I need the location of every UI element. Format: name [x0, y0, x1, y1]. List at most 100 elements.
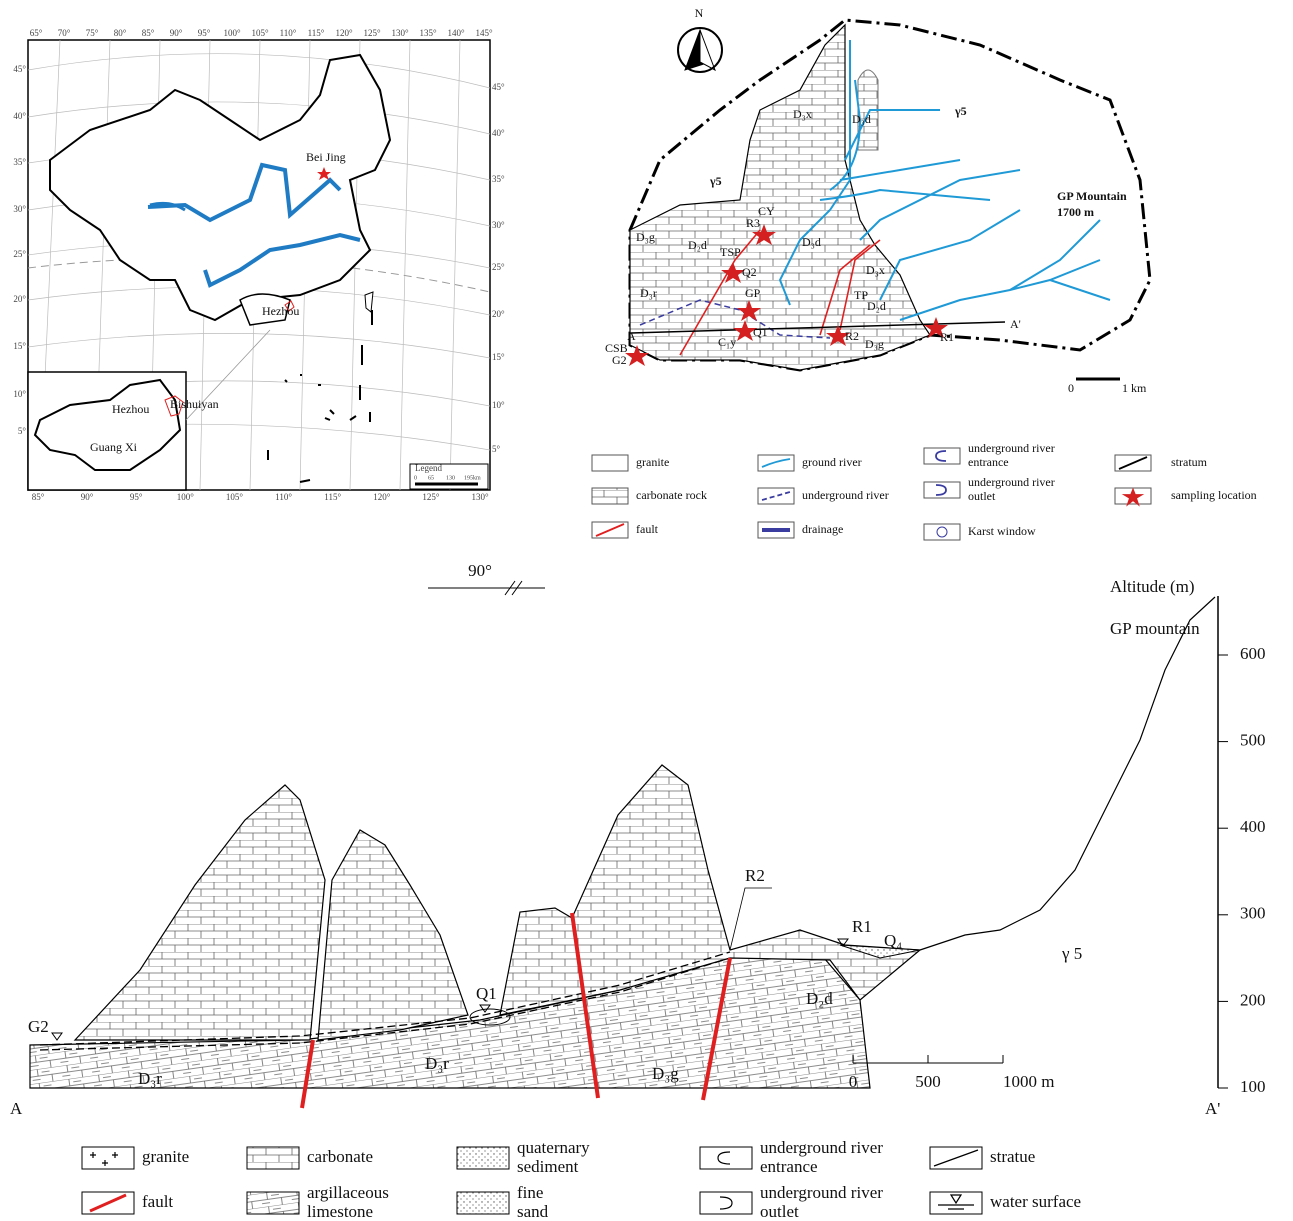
legend-label: Karst window [968, 524, 1036, 538]
lat-label: 15° [492, 352, 505, 362]
section-label: D₃r [138, 1069, 162, 1088]
place-label: Bishuiyan [170, 397, 219, 411]
place-label: Bei Jing [306, 150, 346, 164]
altitude-ticks: 600500400300200100 [1218, 644, 1266, 1096]
legend-swatch [82, 1147, 134, 1169]
lon-label: 80° [114, 28, 127, 38]
tick-label: 400 [1240, 817, 1266, 836]
carbonate-peak [75, 785, 325, 1040]
legend-label: stratue [990, 1147, 1035, 1166]
section-end: A [10, 1099, 23, 1118]
tick-label: 200 [1240, 990, 1266, 1009]
legend-label: granite [142, 1147, 189, 1166]
map-label: R2 [845, 329, 859, 343]
map-label: C₁y [718, 335, 736, 349]
map-label: CY [758, 204, 775, 218]
lon-label: 130° [391, 28, 409, 38]
cross-section: 90° 0 500 1000 m A A' Altitude (m) GP mo… [10, 561, 1220, 1118]
legend-swatch [247, 1147, 299, 1169]
map-label: GP [745, 286, 761, 300]
scale-label: 0 [414, 475, 417, 481]
lon-label: 110° [275, 492, 292, 502]
legend-label: carbonate [307, 1147, 373, 1166]
north-label: N [695, 6, 704, 20]
map-label: γ5 [709, 174, 722, 188]
lon-label: 90° [170, 28, 183, 38]
legend-swatch [592, 455, 628, 471]
map-label: D₃d [802, 235, 821, 249]
tick-label: 500 [1240, 731, 1266, 750]
tick-label: 100 [1240, 1077, 1266, 1096]
lon-label: 100° [177, 492, 195, 502]
cross-section-legend: granitefaultcarbonateargillaceouslimesto… [82, 1138, 1081, 1221]
lon-label: 140° [447, 28, 465, 38]
lon-label: 145° [475, 28, 493, 38]
legend-label: water surface [990, 1192, 1081, 1211]
section-label: D₃r [425, 1054, 449, 1073]
page: Legend 0 65 130 195km Bei Jing Hezhou He… [0, 0, 1293, 1221]
lon-label: 135° [419, 28, 437, 38]
lat-label: 10° [492, 400, 505, 410]
lat-label: 25° [13, 249, 26, 259]
section-end: A' [1205, 1099, 1220, 1118]
scale-label: 1 km [1122, 381, 1147, 395]
lat-label: 15° [13, 341, 26, 351]
legend-label: carbonate rock [636, 488, 707, 502]
lon-label: 75° [86, 28, 99, 38]
map-label: D₃g [865, 337, 884, 351]
lat-label: 40° [13, 111, 26, 121]
map-label: R1 [940, 330, 954, 344]
axis-title: Altitude (m) [1110, 577, 1195, 596]
legend-swatch [924, 482, 960, 498]
lon-label: 125° [363, 28, 381, 38]
lat-label: 20° [492, 309, 505, 319]
lon-label: 100° [223, 28, 241, 38]
section-label: R1 [852, 917, 872, 936]
place-label: Guang Xi [90, 440, 138, 454]
tick-label: 600 [1240, 644, 1266, 663]
section-label: R2 [745, 866, 765, 885]
lat-label: 5° [492, 444, 501, 454]
lat-label: 10° [13, 389, 26, 399]
map-label: D₂d [867, 299, 886, 313]
scale-label: 0 [849, 1072, 858, 1091]
map-label: Q2 [742, 265, 757, 279]
map-label: G2 [612, 353, 627, 367]
lat-label: 40° [492, 128, 505, 138]
map-label: D₃x [866, 263, 885, 277]
scale-label: 65 [428, 475, 434, 481]
legend-label: granite [636, 455, 669, 469]
lon-label: 120° [335, 28, 353, 38]
lat-label: 45° [492, 82, 505, 92]
section-label: Q₄ [884, 931, 902, 950]
legend-label: stratum [1171, 455, 1208, 469]
lat-label: 30° [492, 220, 505, 230]
map-label: D₃r [640, 286, 657, 300]
scale-label: 130 [446, 475, 455, 481]
legend-swatch [758, 455, 794, 471]
map-label: A' [1010, 317, 1021, 331]
legend-label: sampling location [1171, 488, 1257, 502]
lon-label: 115° [308, 28, 325, 38]
map-label: TSP [720, 245, 741, 259]
section-label: G2 [28, 1017, 49, 1036]
lat-label: 5° [18, 426, 27, 436]
map-label: D₃d [852, 112, 871, 126]
place-label: Hezhou [262, 304, 299, 318]
lon-label: 65° [30, 28, 43, 38]
legend-label: ground river [802, 455, 862, 469]
place-label: Hezhou [112, 402, 149, 416]
map-label: Q1 [753, 325, 768, 339]
map-label: D₂d [688, 238, 707, 252]
legend-swatch [924, 524, 960, 540]
legend-swatch [457, 1192, 509, 1214]
study-map-legend: granitecarbonate rockfaultground riverun… [592, 441, 1257, 540]
scale-ticks [853, 1055, 1003, 1063]
map-label: R3 [746, 216, 760, 230]
section-label: D₂d [806, 989, 833, 1008]
direction-label: 90° [468, 561, 492, 580]
scale-label: 0 [1068, 381, 1074, 395]
legend-swatch [758, 488, 794, 504]
